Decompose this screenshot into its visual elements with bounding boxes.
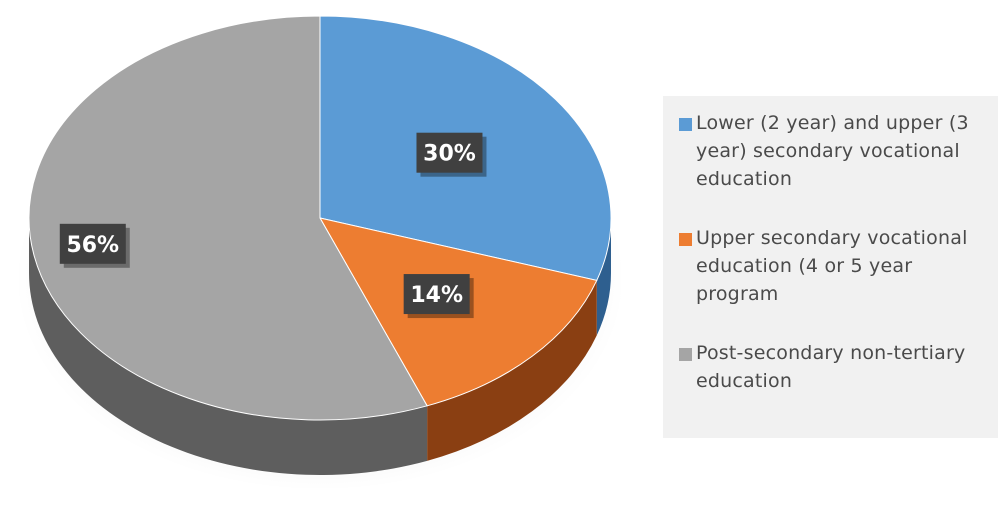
data-label-text: 56%	[66, 233, 119, 258]
pie-chart-svg: 30% 14% 56%	[15, 15, 625, 491]
legend-label: Lower (2 year) and upper (3 year) second…	[696, 112, 969, 190]
data-label-box	[59, 223, 126, 264]
pie-slice-2	[28, 15, 428, 421]
legend-swatch-orange	[679, 233, 692, 246]
legend-swatch-blue	[679, 118, 692, 131]
data-label-box	[403, 274, 470, 315]
legend-swatch-gray	[679, 348, 692, 361]
pie-chart: 30% 14% 56%	[15, 15, 625, 491]
pie-side-2	[29, 218, 428, 476]
data-label-0: 30%	[416, 132, 487, 177]
data-label-1: 14%	[403, 274, 474, 319]
legend-label: Upper secondary vocational education (4 …	[696, 227, 968, 305]
pie-side-0	[596, 218, 611, 336]
legend-label: Post-secondary non-tertiary education	[696, 342, 966, 392]
data-label-2: 56%	[59, 223, 130, 268]
data-label-box	[416, 132, 483, 173]
data-label-text: 14%	[410, 283, 463, 308]
data-label-text: 30%	[423, 142, 476, 167]
pie-side-1	[427, 280, 597, 461]
chart-legend: Lower (2 year) and upper (3 year) second…	[663, 96, 998, 438]
